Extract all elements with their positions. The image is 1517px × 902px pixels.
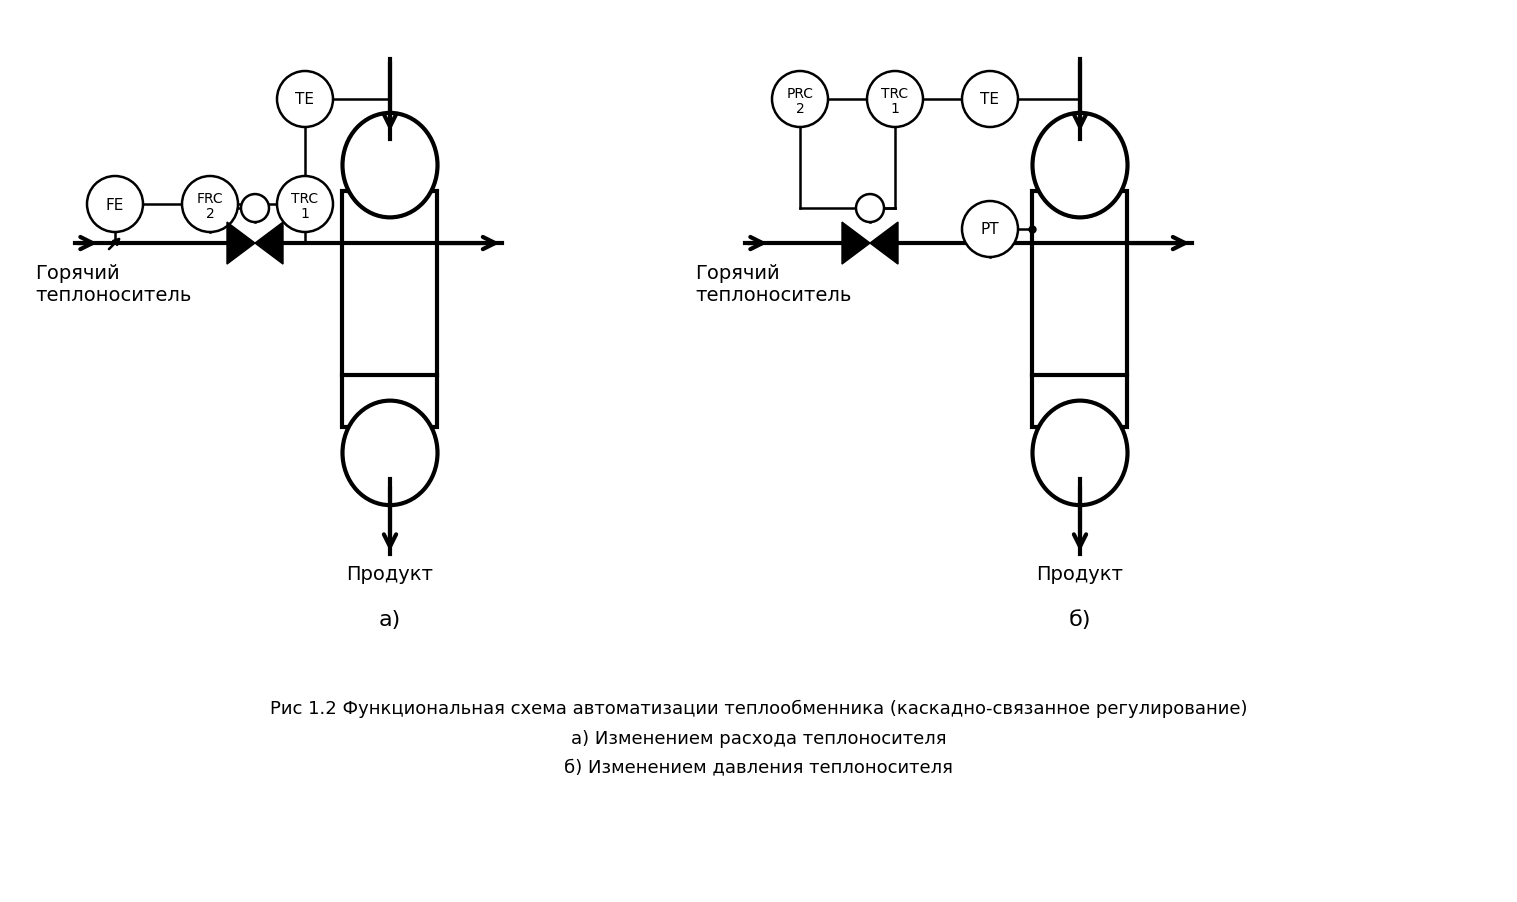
- Circle shape: [182, 177, 238, 233]
- Ellipse shape: [343, 401, 437, 505]
- Text: FRC: FRC: [197, 192, 223, 206]
- Text: Рис 1.2 Функциональная схема автоматизации теплообменника (каскадно-связанное ре: Рис 1.2 Функциональная схема автоматизац…: [270, 699, 1247, 717]
- Text: TRC: TRC: [881, 87, 909, 101]
- Text: Продукт: Продукт: [346, 565, 434, 584]
- Circle shape: [772, 72, 828, 128]
- Text: б): б): [1069, 610, 1091, 630]
- Text: PT: PT: [980, 222, 1000, 237]
- Text: TE: TE: [980, 92, 1000, 107]
- Text: 2: 2: [795, 102, 804, 115]
- Text: Горячий
теплоноситель: Горячий теплоноситель: [695, 263, 851, 305]
- Polygon shape: [842, 223, 871, 265]
- Text: а): а): [379, 610, 400, 630]
- Circle shape: [241, 195, 269, 223]
- Text: PRC: PRC: [786, 87, 813, 101]
- Polygon shape: [255, 223, 284, 265]
- Circle shape: [278, 72, 334, 128]
- Text: 2: 2: [206, 207, 214, 221]
- Circle shape: [962, 202, 1018, 258]
- Ellipse shape: [343, 114, 437, 218]
- Ellipse shape: [1033, 401, 1127, 505]
- Text: 1: 1: [300, 207, 309, 221]
- Circle shape: [868, 72, 922, 128]
- Ellipse shape: [1033, 114, 1127, 218]
- Text: TRC: TRC: [291, 192, 319, 206]
- Text: б) Изменением давления теплоносителя: б) Изменением давления теплоносителя: [564, 757, 953, 775]
- Text: 1: 1: [890, 102, 900, 115]
- Circle shape: [962, 72, 1018, 128]
- Text: Продукт: Продукт: [1036, 565, 1124, 584]
- Text: FE: FE: [106, 198, 124, 212]
- Polygon shape: [228, 223, 255, 265]
- Circle shape: [278, 177, 334, 233]
- Text: TE: TE: [296, 92, 314, 107]
- Circle shape: [856, 195, 884, 223]
- Text: а) Изменением расхода теплоносителя: а) Изменением расхода теплоносителя: [570, 729, 947, 747]
- Text: Горячий
теплоноситель: Горячий теплоноситель: [35, 263, 191, 305]
- Polygon shape: [871, 223, 898, 265]
- Bar: [1033, 192, 1127, 428]
- Bar: [343, 192, 437, 428]
- Circle shape: [86, 177, 143, 233]
